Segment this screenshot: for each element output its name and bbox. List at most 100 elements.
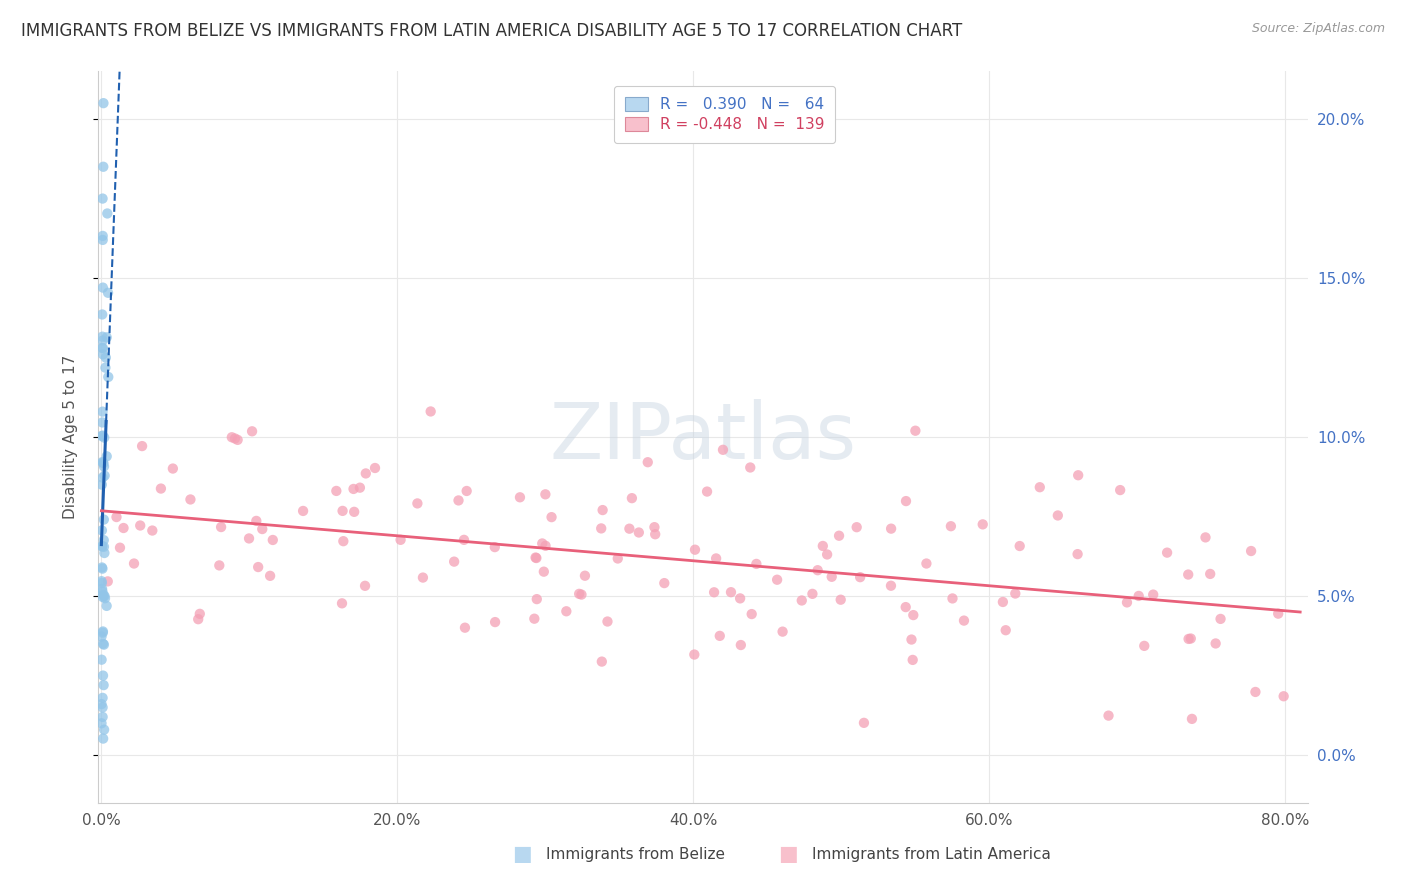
Point [91,731,114,746]
Point [91,160,114,174]
Point [187,612,209,626]
Point [1066,547,1088,561]
Point [91,329,114,343]
Point [939,519,962,533]
Point [259,569,281,583]
Point [93,723,115,737]
Text: Immigrants from Belize: Immigrants from Belize [546,847,725,862]
Point [354,467,377,481]
Point [1097,708,1119,723]
Point [93,512,115,526]
Point [91,700,114,714]
Point [93,431,115,445]
Point [454,621,477,635]
Point [91,347,114,361]
Point [447,493,470,508]
Point [389,533,412,547]
Point [91,590,114,604]
Text: IMMIGRANTS FROM BELIZE VS IMMIGRANTS FROM LATIN AMERICA DISABILITY AGE 5 TO 17 C: IMMIGRANTS FROM BELIZE VS IMMIGRANTS FRO… [21,22,962,40]
Point [90,653,112,667]
Point [221,430,243,444]
Point [96,450,118,464]
Point [90,524,112,538]
Point [620,491,643,505]
Point [801,587,824,601]
Point [93,638,115,652]
Point [91,334,114,348]
Point [108,541,131,555]
Point [591,521,613,535]
Legend: R =   0.390   N =   64, R = -0.448   N =  139: R = 0.390 N = 64, R = -0.448 N = 139 [614,87,835,144]
Point [683,648,706,662]
Point [93,546,115,560]
Point [354,579,377,593]
Point [93,533,115,548]
Point [443,555,465,569]
Point [208,558,231,573]
Point [91,584,114,599]
Point [91,625,114,640]
Point [131,439,153,453]
Point [880,522,903,536]
Point [94,360,117,375]
Point [901,653,924,667]
Point [188,607,211,621]
Point [1177,632,1199,646]
Point [91,560,114,574]
Point [90,576,112,591]
Point [828,529,851,543]
Point [703,585,725,599]
Point [91,588,114,602]
Text: Immigrants from Latin America: Immigrants from Latin America [811,847,1050,862]
Point [845,520,868,534]
Point [745,557,768,571]
Point [534,539,557,553]
Point [91,428,114,442]
Point [1029,480,1052,494]
Point [91,192,114,206]
Point [568,587,591,601]
Point [91,308,114,322]
Point [903,608,925,623]
Point [555,604,578,618]
Point [97,574,120,589]
Point [637,455,659,469]
Text: ZIPatlas: ZIPatlas [550,399,856,475]
Point [894,494,917,508]
Point [93,678,115,692]
Point [179,492,201,507]
Point [741,607,763,621]
Point [149,482,172,496]
Point [456,483,478,498]
Point [330,596,353,610]
Point [93,456,115,470]
Point [226,433,249,447]
Point [1272,690,1295,704]
Point [90,716,112,731]
Point [90,697,112,711]
Point [484,615,506,629]
Point [91,540,114,554]
Point [696,484,718,499]
Point [830,592,852,607]
Point [91,404,114,418]
Point [994,624,1017,638]
Point [849,570,872,584]
Point [730,638,752,652]
Point [245,514,267,528]
Point [627,525,650,540]
Point [209,520,232,534]
Point [1209,612,1232,626]
Point [129,518,152,533]
Point [1067,468,1090,483]
Point [704,551,727,566]
Point [349,481,371,495]
Point [811,539,834,553]
Point [596,615,619,629]
Point [1128,589,1150,603]
Point [93,459,115,474]
Point [540,510,562,524]
Point [953,614,976,628]
Text: Source: ZipAtlas.com: Source: ZipAtlas.com [1251,22,1385,36]
Point [91,562,114,576]
